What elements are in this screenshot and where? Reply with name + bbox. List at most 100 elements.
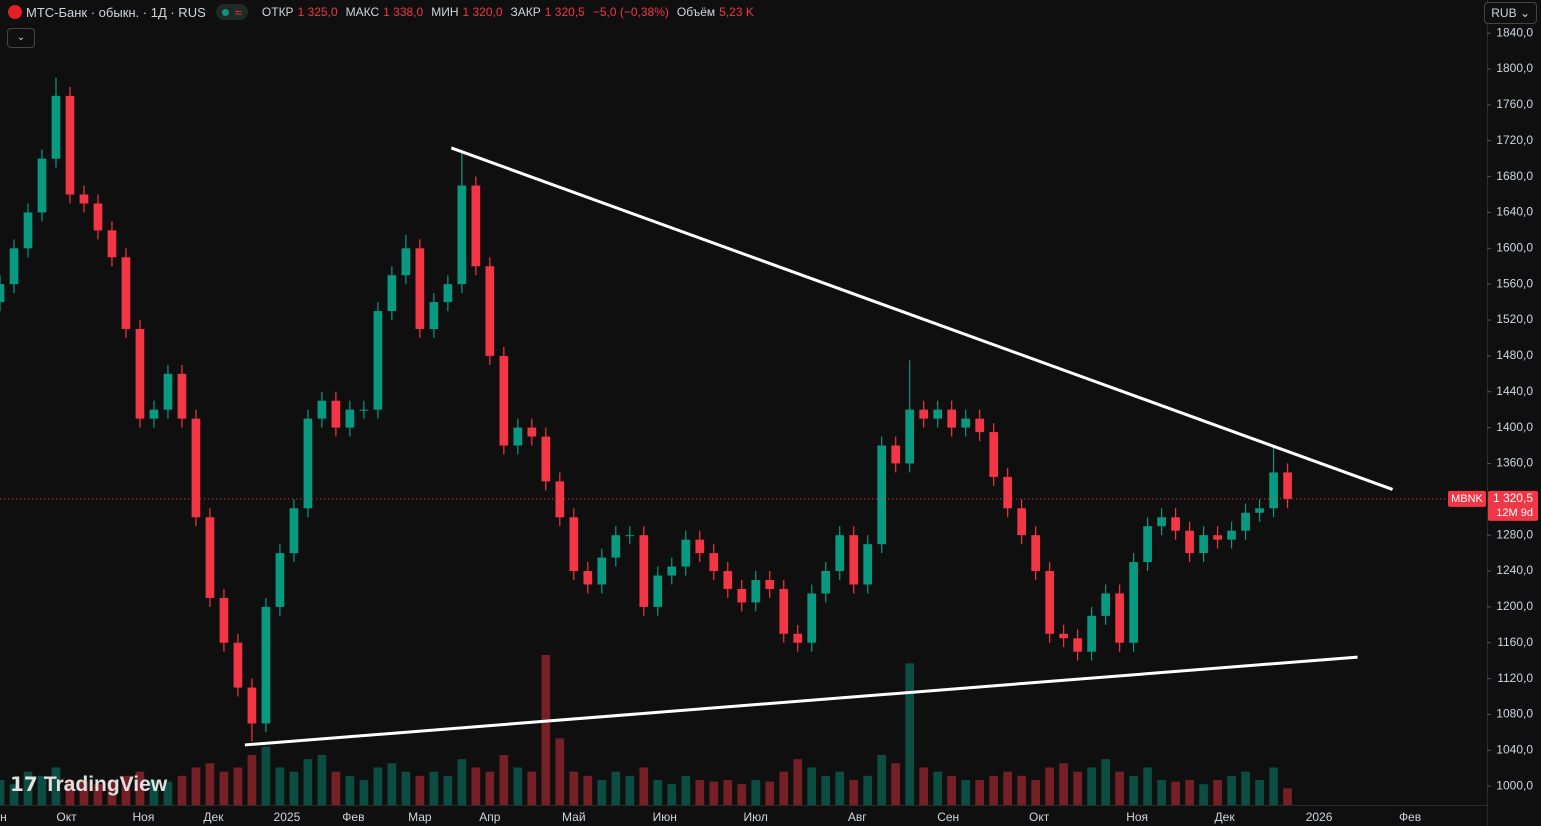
open-value: 1 325,0: [297, 5, 338, 19]
watermark: 𝟭𝟳 TradingView: [10, 772, 167, 797]
candle-body: [513, 427, 523, 446]
candle-body: [709, 553, 719, 572]
y-tick-label: 1080,0: [1496, 707, 1533, 721]
candle-body: [1227, 530, 1236, 540]
volume-bar: [1045, 767, 1054, 805]
volume-bar: [1227, 775, 1236, 805]
volume-bar: [345, 775, 355, 805]
volume-bar: [1241, 771, 1250, 805]
candle-body: [219, 597, 229, 643]
y-tick-label: 1800,0: [1496, 61, 1533, 75]
symbol[interactable]: МТС-Банк · обыкн. · 1Д · RUS: [26, 4, 206, 20]
volume-bar: [821, 775, 831, 805]
candle-body: [863, 544, 873, 585]
candle-body: [1087, 615, 1096, 652]
candle-body: [79, 194, 89, 204]
candle-body: [933, 409, 943, 419]
candle-body: [135, 328, 145, 419]
volume-bar: [1031, 780, 1040, 805]
candle-body: [723, 571, 733, 589]
y-tick-label: 1640,0: [1496, 205, 1533, 219]
change-value: −5,0 (−0,38%): [592, 5, 669, 19]
volume-bar: [905, 663, 915, 805]
volume-bar: [471, 767, 481, 805]
volume-bar: [23, 771, 33, 805]
candle-body: [541, 436, 551, 482]
volume-bar: [1199, 784, 1208, 805]
volume-bar: [877, 755, 887, 805]
candle-body: [331, 400, 341, 428]
volume-bar: [443, 775, 453, 805]
status-pill[interactable]: ≈: [215, 4, 248, 20]
candle-body: [1073, 638, 1082, 652]
volume-bar: [863, 775, 873, 805]
volume-bar: [1087, 767, 1096, 805]
y-tick-label: 1240,0: [1496, 563, 1533, 577]
volume-bar: [485, 771, 495, 805]
open-label: ОТКР: [261, 5, 294, 19]
candle-body: [429, 302, 439, 329]
candle-body: [457, 185, 467, 285]
watermark-icon: 𝟭𝟳: [10, 774, 38, 796]
candle-body: [905, 409, 915, 464]
volume-bar: [667, 784, 677, 805]
volume-value: 5,23 K: [719, 5, 754, 19]
volume-bar: [37, 775, 47, 805]
volume-bar: [191, 767, 201, 805]
candle-body: [1031, 535, 1040, 572]
legend-header: МТС-Банк · обыкн. · 1Д · RUS ≈ ОТКР 1 325…: [8, 4, 754, 20]
volume-bar: [569, 771, 579, 805]
candle-body: [233, 642, 243, 688]
volume-bar: [107, 780, 117, 805]
volume-bar: [625, 775, 635, 805]
trendline: [450, 146, 1394, 491]
volume-bar: [1059, 763, 1068, 805]
collapse-button[interactable]: ⌄: [7, 28, 35, 48]
candle-body: [1045, 571, 1054, 634]
candle-body: [1157, 517, 1166, 527]
volume-bar: [765, 781, 775, 805]
volume-bar: [751, 780, 761, 805]
symbol-tag: MBNK: [1451, 493, 1483, 505]
candle-body: [289, 508, 299, 554]
candle-body: [807, 593, 817, 643]
volume-bar: [387, 763, 397, 805]
candle-body: [877, 445, 887, 545]
candle-body: [1017, 508, 1026, 536]
candle-body: [443, 284, 453, 303]
volume-bar: [373, 767, 383, 805]
volume-bar: [247, 755, 257, 805]
volume-bar: [219, 771, 229, 805]
currency-select[interactable]: RUB ⌄: [1484, 2, 1537, 24]
close-value: 1 320,5: [544, 5, 585, 19]
volume-bar: [135, 771, 145, 805]
volume-label: Объём: [676, 5, 716, 19]
candle-body: [1213, 535, 1222, 540]
high-value: 1 338,0: [383, 5, 424, 19]
y-tick-label: 1000,0: [1496, 778, 1533, 792]
candle-body: [583, 571, 593, 585]
candle-body: [1283, 472, 1292, 499]
candle-body: [975, 418, 985, 433]
volume-bar: [1185, 780, 1194, 805]
candle-body: [23, 212, 33, 249]
candle-body: [1241, 512, 1250, 531]
candle-body: [555, 481, 565, 518]
candle-body: [303, 418, 313, 509]
candle-body: [107, 230, 117, 258]
y-tick-label: 1200,0: [1496, 599, 1533, 613]
volume-bar: [597, 780, 607, 805]
volume-bar: [429, 771, 439, 805]
candle-body: [1199, 535, 1208, 554]
volume-bar: [401, 771, 411, 805]
candle-body: [317, 400, 327, 419]
volume-bar: [961, 780, 971, 805]
volume-bar: [779, 771, 789, 805]
volume-bar: [79, 781, 89, 805]
candle-body: [37, 158, 47, 213]
volume-bar: [1073, 771, 1082, 805]
y-tick-label: 1040,0: [1496, 742, 1533, 756]
close-label: ЗАКР: [510, 5, 541, 19]
logo: [8, 5, 22, 19]
